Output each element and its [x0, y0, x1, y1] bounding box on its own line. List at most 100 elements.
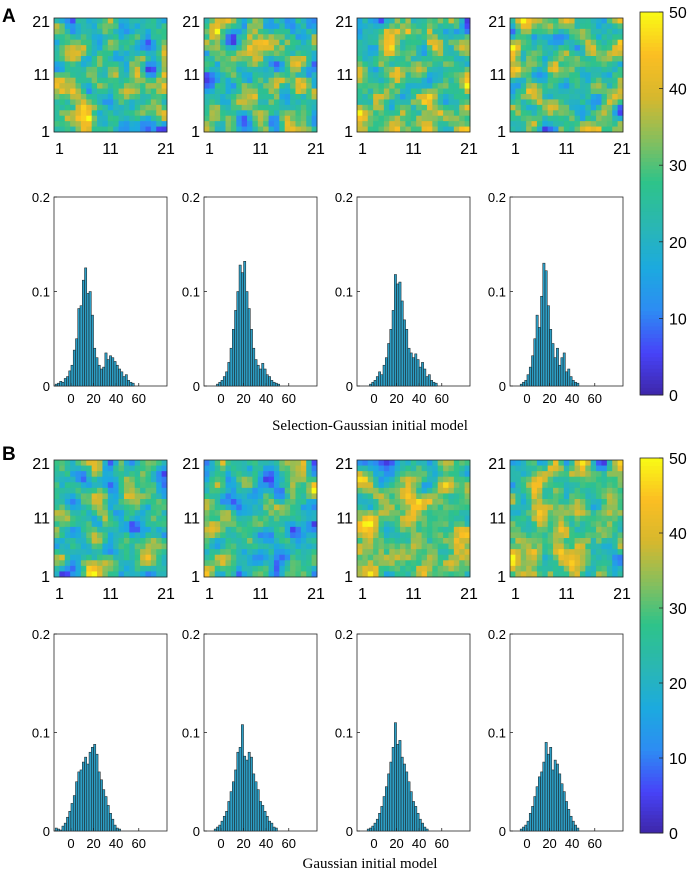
histogram-bar [409, 352, 413, 387]
histogram-bar [256, 789, 260, 832]
map-cell [394, 460, 401, 466]
map-cell [214, 560, 221, 567]
histogram-xtick-label: 60 [282, 836, 296, 851]
map-cell [357, 549, 363, 556]
map-cell [145, 538, 152, 544]
map-cell [97, 110, 103, 117]
map-cell [510, 126, 516, 133]
map-cell [531, 77, 538, 84]
map-cell [400, 571, 406, 578]
colorbar-segment [640, 461, 663, 466]
map-cell [284, 121, 291, 127]
map-cell [367, 39, 374, 46]
map-cell [547, 88, 554, 95]
map-cell [389, 515, 396, 522]
map-cell [59, 515, 66, 522]
map-cell [290, 88, 296, 95]
map-cell [295, 493, 302, 500]
map-cell [97, 526, 103, 533]
map-ytick-label: 21 [335, 14, 353, 31]
map-cell [247, 504, 253, 511]
map-cell [295, 94, 302, 100]
map-cell [129, 532, 136, 539]
map-cell [140, 554, 146, 561]
map-cell [383, 39, 390, 46]
map-cell [362, 104, 369, 111]
map-cell [284, 77, 291, 84]
map-cell [86, 61, 93, 68]
map-cell [107, 94, 114, 100]
map-cell [590, 94, 597, 100]
colorbar-segment [640, 510, 663, 515]
map-cell [400, 115, 406, 122]
map-cell [606, 526, 613, 533]
map-cell [596, 115, 602, 122]
map-cell [437, 88, 444, 95]
map-cell [531, 515, 538, 522]
map-cell [161, 45, 168, 51]
map-cell [547, 94, 554, 100]
map-cell [617, 110, 624, 117]
map-cell [601, 565, 608, 572]
histogram-bar [565, 371, 568, 387]
histogram-bar [225, 811, 228, 832]
map-cell [268, 18, 275, 24]
map-cell [542, 504, 549, 511]
colorbar-segment [640, 525, 663, 530]
map-cell [214, 66, 221, 73]
colorbar-segment [640, 19, 663, 24]
map-cell [606, 571, 613, 578]
map-cell [145, 499, 152, 505]
map-cell [279, 45, 286, 51]
map-cell [426, 538, 433, 544]
map-cell [263, 61, 269, 68]
map-cell [443, 565, 449, 572]
map-cell [378, 83, 385, 89]
map-cell [357, 571, 363, 578]
map-cell [268, 565, 275, 572]
histogram-bar [245, 291, 249, 387]
map-cell [459, 560, 466, 567]
map-cell [311, 549, 318, 556]
map-cell [102, 56, 109, 62]
map-cell [585, 571, 592, 578]
map-xtick-label: 11 [102, 141, 119, 158]
map-cell [569, 465, 575, 472]
histogram-bar [380, 806, 384, 832]
histogram-bar [378, 813, 381, 832]
map-cell [284, 493, 291, 500]
map-cell [378, 50, 385, 57]
map-cell [536, 571, 543, 578]
map-cell [107, 471, 114, 478]
map-cell [416, 515, 422, 522]
colorbar-tick-label: 30 [669, 601, 687, 618]
map-cell [526, 538, 532, 544]
map-cells [357, 18, 471, 133]
histogram-bar [398, 740, 402, 832]
map-cell [432, 94, 439, 100]
map-cell [64, 115, 71, 122]
map-cell [134, 465, 141, 472]
map-cell [284, 571, 291, 578]
map-cell [464, 39, 471, 46]
map-cell [389, 115, 396, 122]
map-cell [378, 521, 385, 528]
map-cell [145, 121, 152, 127]
map-cells [54, 18, 168, 133]
map-cell [531, 45, 538, 51]
histogram-ytick-label: 0.1 [182, 726, 200, 741]
map-cell [59, 554, 66, 561]
map-cell [113, 23, 119, 30]
map-cell [75, 18, 82, 24]
map-cell [373, 465, 379, 472]
map-cell [464, 482, 471, 489]
map-cell [113, 510, 119, 517]
colorbar-segment [640, 563, 663, 568]
map-cell [273, 77, 280, 84]
map-cell [612, 543, 619, 550]
map-cell [225, 126, 232, 133]
map-cell [134, 104, 141, 111]
map-cell [300, 476, 307, 483]
map-cell [367, 482, 374, 489]
map-cell [383, 543, 390, 550]
